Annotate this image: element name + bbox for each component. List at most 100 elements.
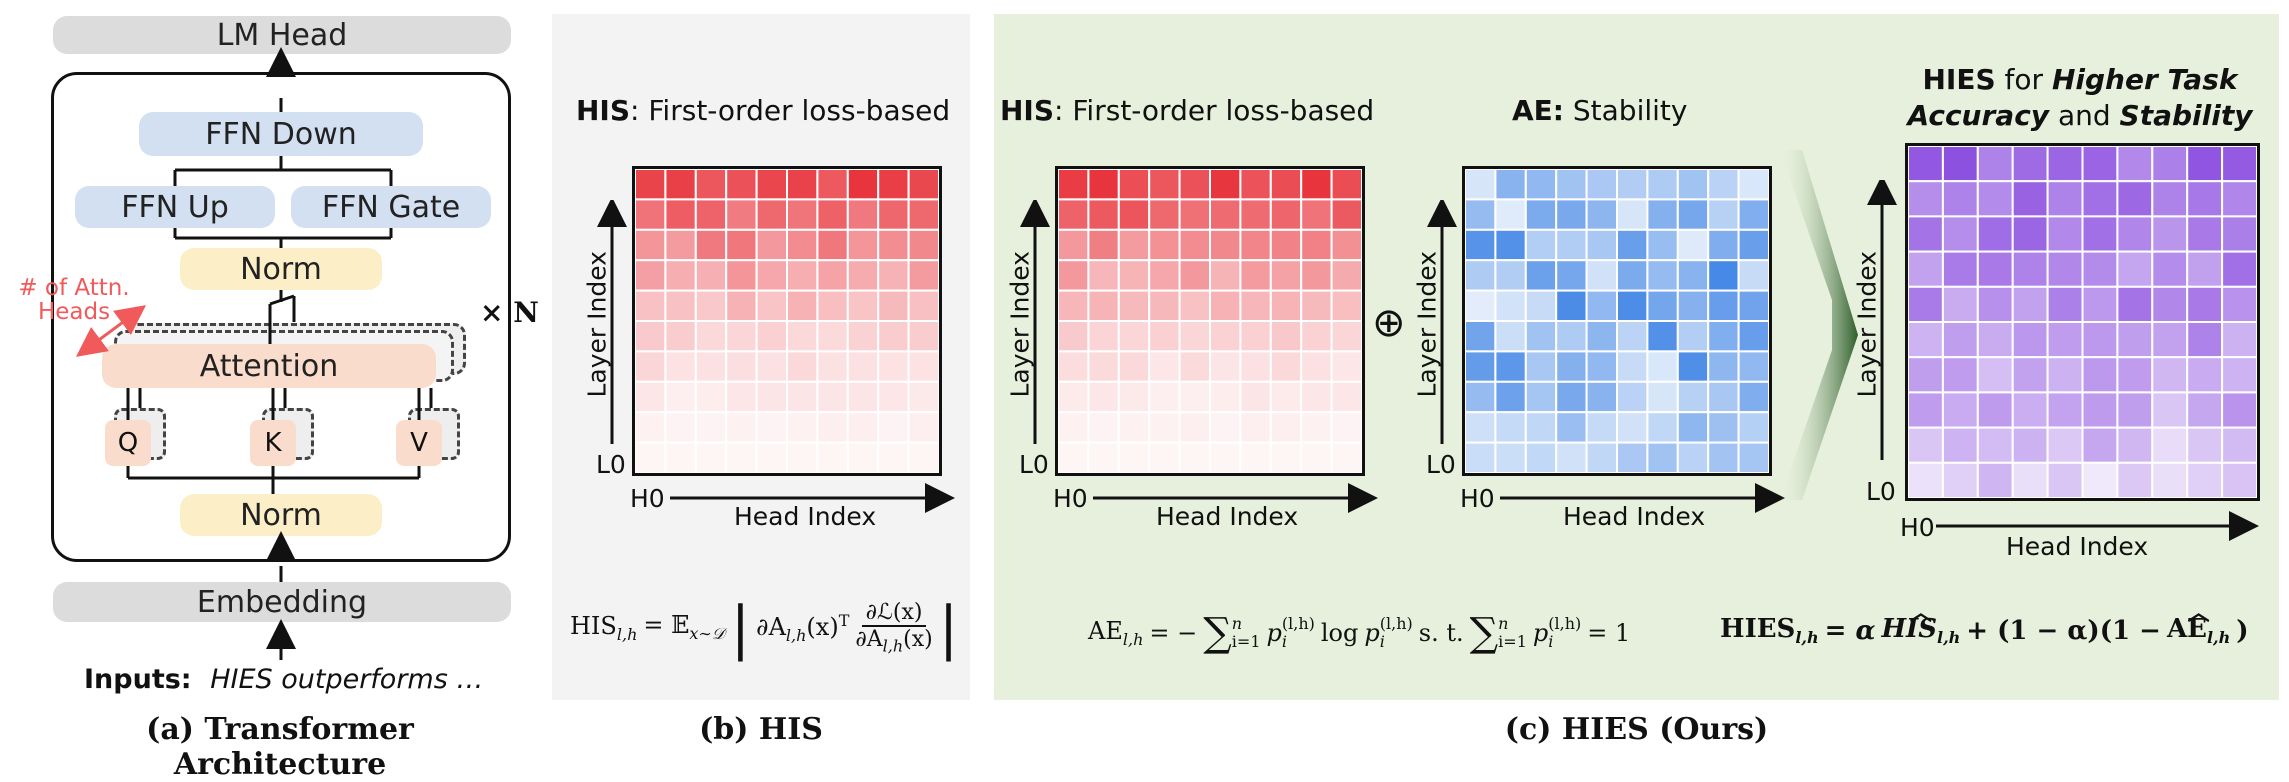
inputs-label: Inputs:: [84, 664, 192, 695]
his-formula-expectation: = 𝔼x∼𝒟: [643, 611, 725, 644]
heatmap-cell: [694, 259, 728, 292]
heatmap-cell: [2221, 250, 2257, 288]
heatmap-cell: [1976, 180, 2014, 218]
heatmap-cell: [786, 411, 819, 444]
heatmap-cell: [635, 169, 667, 201]
heatmap-cell: [2151, 426, 2189, 464]
his-title-c: HIS: First-order loss-based: [1000, 94, 1374, 127]
heatmap-cell: [1941, 180, 1979, 218]
ae-y-axis-label: Layer Index: [1412, 251, 1442, 398]
heatmap-cell: [1494, 350, 1527, 383]
heatmap-cell: [1058, 289, 1090, 322]
heatmap-cell: [1465, 169, 1497, 201]
heatmap-cell: [1941, 356, 1979, 394]
heatmap-cell: [1524, 350, 1558, 383]
ae-formula-eq-one: = 1: [1587, 619, 1631, 647]
heatmap-cell: [1976, 426, 2014, 464]
heatmap-cell: [907, 320, 939, 353]
heatmap-cell: [1524, 411, 1558, 444]
heatmap-cell: [1209, 169, 1242, 201]
heatmap-cell: [846, 289, 880, 322]
heatmap-cell: [1494, 169, 1527, 201]
his-b-l0-label: L0: [596, 450, 626, 479]
ae-formula-p1: p (l,h) i: [1266, 614, 1315, 651]
heatmap-cell: [1555, 320, 1588, 353]
ae-title-bold: AE:: [1512, 94, 1564, 127]
heatmap-cell: [1646, 169, 1679, 201]
heatmap-cell: [846, 169, 880, 201]
heatmap-cell: [2046, 356, 2084, 394]
heatmap-cell: [1585, 320, 1618, 353]
heatmap-cell: [1269, 169, 1303, 201]
his-heatmap-b: [632, 166, 942, 476]
caption-b: (b) HIS: [699, 712, 823, 747]
his-formula-lhs: HISl,h: [570, 611, 638, 644]
heatmap-cell: [1148, 289, 1181, 322]
hies-l0-label: L0: [1866, 477, 1896, 506]
inputs-line: Inputs: HIES outperforms …: [84, 664, 483, 695]
heatmap-cell: [846, 198, 880, 231]
heatmap-cell: [1908, 146, 1944, 183]
heatmap-cell: [2151, 146, 2189, 183]
hies-formula-eq: = α: [1824, 615, 1876, 646]
heatmap-cell: [2011, 146, 2049, 183]
heatmap-cell: [2221, 356, 2257, 394]
heatmap-cell: [1465, 259, 1497, 292]
hies-formula-close: ): [2236, 615, 2249, 646]
heatmap-cell: [2046, 215, 2084, 253]
hies-formula-plus: + (1 − α)(1 −: [1966, 615, 2161, 646]
his-title-b-rest: : First-order loss-based: [630, 94, 951, 127]
heatmap-cell: [1465, 289, 1497, 322]
heatmap-cell: [2221, 146, 2257, 183]
ae-formula-p3: p (l,h) i: [1532, 614, 1582, 651]
ae-formula-sum1: ∑ n i=1: [1203, 610, 1261, 656]
norm-bottom-block: Norm: [180, 494, 382, 536]
his-formula-denominator: ∂Al,h(x): [855, 627, 933, 656]
heatmap-cell: [1178, 320, 1211, 353]
ae-x-axis-label: Head Index: [1563, 502, 1706, 531]
heatmap-cell: [1087, 198, 1120, 231]
times-n-label: × N: [480, 296, 539, 329]
heatmap-cell: [816, 228, 849, 262]
attention-block: Attention: [102, 344, 436, 388]
heatmap-cell: [725, 169, 758, 201]
heatmap-cell: [1646, 441, 1679, 473]
hies-h0-label: H0: [1900, 513, 1935, 542]
heatmap-cell: [1737, 169, 1769, 201]
hies-title-line2: Accuracy and Stability: [1907, 99, 2253, 132]
heatmap-cell: [1330, 350, 1362, 383]
heatmap-cell: [725, 441, 758, 473]
heatmap-cell: [2116, 391, 2154, 429]
heatmap-cell: [2221, 180, 2257, 218]
heatmap-cell: [1976, 250, 2014, 288]
ae-formula-sum2: ∑ n i=1: [1469, 610, 1527, 656]
his-title-c-bold: HIS: [1000, 94, 1055, 127]
v-block: V: [396, 420, 442, 466]
q-block: Q: [105, 420, 151, 466]
heatmap-cell: [694, 380, 728, 414]
heatmap-cell: [2221, 215, 2257, 253]
hies-heatmap: [1905, 143, 2260, 501]
heatmap-cell: [1494, 380, 1527, 414]
his-title-b: HIS: First-order loss-based: [576, 94, 950, 127]
hies-x-axis-label: Head Index: [2006, 532, 2149, 561]
his-formula-body: ∂Al,h(x)T: [756, 610, 850, 645]
heatmap-cell: [1494, 441, 1527, 473]
heatmap-cell: [1585, 350, 1618, 383]
heatmap-cell: [1269, 411, 1303, 444]
heatmap-cell: [1330, 169, 1362, 201]
embedding-block: Embedding: [53, 582, 511, 622]
his-formula-numerator: ∂ℒ(x): [861, 600, 927, 627]
ae-heatmap: [1462, 166, 1772, 476]
his-c-x-axis-label: Head Index: [1156, 502, 1299, 531]
ae-title: AE: Stability: [1512, 94, 1687, 127]
heatmap-cell: [2081, 426, 2119, 464]
his-c-l0-label: L0: [1019, 450, 1049, 479]
heatmap-cell: [1976, 146, 2014, 183]
heatmap-cell: [1178, 198, 1211, 231]
his-title-b-bold: HIS: [576, 94, 631, 127]
heatmap-cell: [2116, 215, 2154, 253]
heatmap-cell: [1676, 169, 1710, 201]
heatmap-cell: [725, 411, 758, 444]
his-formula-fraction: ∂ℒ(x) ∂Al,h(x): [855, 600, 932, 655]
